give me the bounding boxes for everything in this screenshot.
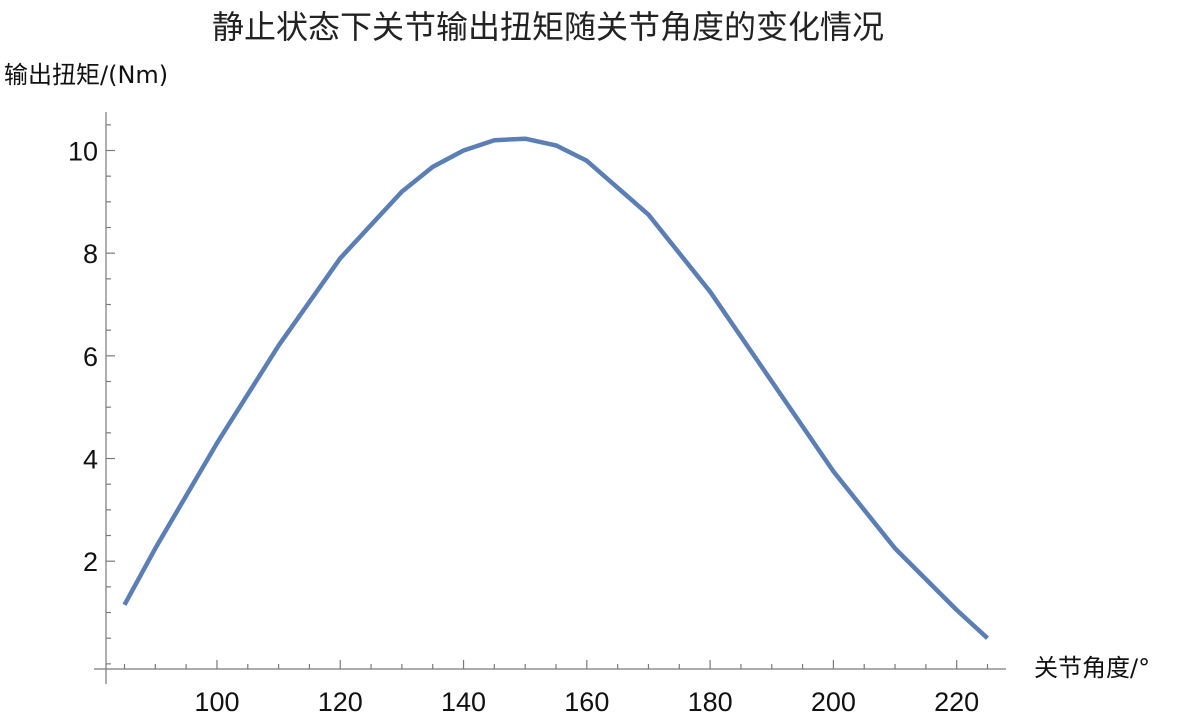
x-tick-label: 200 xyxy=(811,687,856,717)
series-layer xyxy=(122,136,990,640)
x-tick-label: 140 xyxy=(441,687,486,717)
chart-title: 静止状态下关节输出扭矩随关节角度的变化情况 xyxy=(212,8,884,46)
x-tick-label: 120 xyxy=(318,687,363,717)
x-axis-label: 关节角度/° xyxy=(1034,654,1150,682)
x-tick-label: 100 xyxy=(194,687,239,717)
series-line xyxy=(122,136,990,640)
y-axis-label: 输出扭矩/(Nm) xyxy=(4,61,168,89)
y-axis-ticks: 2 4 6 8 10 xyxy=(68,124,115,665)
y-tick-label: 2 xyxy=(83,547,98,577)
x-tick-label: 160 xyxy=(564,687,609,717)
y-tick-label: 6 xyxy=(83,342,98,372)
x-tick-label: 180 xyxy=(688,687,733,717)
x-axis-ticks: 100 120 140 160 180 200 220 xyxy=(123,660,989,717)
x-tick-label: 220 xyxy=(934,687,979,717)
y-tick-label: 10 xyxy=(68,137,98,167)
y-tick-label: 4 xyxy=(83,445,98,475)
y-tick-label: 8 xyxy=(83,239,98,269)
